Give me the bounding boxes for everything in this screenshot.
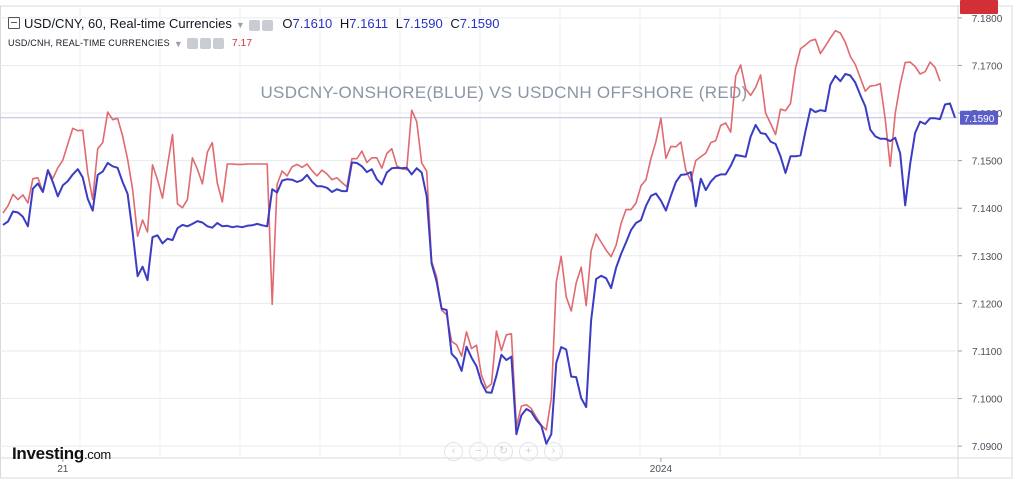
chevron-left-icon[interactable]: ‹ bbox=[444, 442, 463, 461]
y-tick-label: 7.1300 bbox=[972, 252, 1003, 263]
reset-icon[interactable]: ↻ bbox=[494, 442, 513, 461]
y-tick-label: 7.1100 bbox=[972, 347, 1002, 358]
minus-icon[interactable]: − bbox=[469, 442, 488, 461]
eye-icon[interactable] bbox=[261, 20, 273, 32]
compare-value: 7.17 bbox=[231, 38, 253, 49]
chart-title: USDCNY-ONSHORE(BLUE) VS USDCNH OFFSHORE … bbox=[260, 83, 747, 102]
high-value: H7.1611 bbox=[339, 16, 389, 31]
series-line-usdcnh bbox=[2, 29, 941, 431]
chevron-right-icon[interactable]: › bbox=[544, 442, 563, 461]
series-line-usdcny bbox=[2, 73, 956, 445]
open-value: O7.1610 bbox=[282, 16, 333, 31]
tag-box bbox=[960, 110, 998, 125]
chart-frame bbox=[0, 5, 1013, 479]
y-tick-label: 7.1800 bbox=[972, 14, 1003, 25]
price-axis: 7.18007.17007.16007.15007.14007.13007.12… bbox=[958, 14, 1003, 453]
settings-icon[interactable] bbox=[186, 38, 198, 50]
tag-label: 7.1590 bbox=[964, 114, 995, 125]
compare-legend: USD/CNH, REAL-TIME CURRENCIES ▼ 7.17 bbox=[8, 38, 253, 50]
last-value-tags: 7.1667 7.1590 bbox=[960, 0, 998, 125]
close-icon[interactable] bbox=[212, 38, 224, 50]
time-axis: 21 2024 bbox=[57, 458, 672, 475]
chevron-down-icon[interactable]: ▼ bbox=[235, 19, 245, 30]
low-value: L7.1590 bbox=[395, 16, 443, 31]
tag-label: 7.1667 bbox=[964, 0, 995, 3]
main-legend: USD/CNY, 60, Real-time Currencies ▼ O7.16… bbox=[8, 16, 500, 32]
tag-box bbox=[960, 0, 998, 14]
eye-icon[interactable] bbox=[199, 38, 211, 50]
y-tick-label: 7.1500 bbox=[972, 157, 1003, 168]
grid bbox=[0, 5, 1013, 479]
close-value: C7.1590 bbox=[450, 16, 500, 31]
y-tick-label: 7.1400 bbox=[972, 204, 1003, 215]
x-tick-label: 21 bbox=[57, 464, 69, 475]
main-symbol[interactable]: USD/CNY, 60, Real-time Currencies bbox=[24, 16, 232, 31]
plus-icon[interactable]: + bbox=[519, 442, 538, 461]
x-tick-label: 2024 bbox=[650, 464, 673, 475]
settings-icon[interactable] bbox=[248, 20, 260, 32]
y-tick-label: 7.1200 bbox=[972, 299, 1003, 310]
y-tick-label: 7.1000 bbox=[972, 395, 1003, 406]
y-tick-label: 7.0900 bbox=[972, 442, 1003, 453]
collapse-icon[interactable] bbox=[8, 17, 20, 29]
compare-symbol[interactable]: USD/CNH, REAL-TIME CURRENCIES bbox=[8, 38, 170, 48]
investing-logo[interactable]: Investing.com bbox=[12, 444, 111, 463]
y-tick-label: 7.1700 bbox=[972, 61, 1003, 72]
last-value-tag-usdcny: 7.1590 bbox=[960, 110, 998, 125]
chart-navigation: ‹ − ↻ + › bbox=[444, 441, 569, 461]
chevron-down-icon[interactable]: ▼ bbox=[173, 38, 183, 49]
series-layer bbox=[2, 29, 956, 445]
last-value-tag-usdcnh: 7.1667 bbox=[960, 0, 998, 14]
